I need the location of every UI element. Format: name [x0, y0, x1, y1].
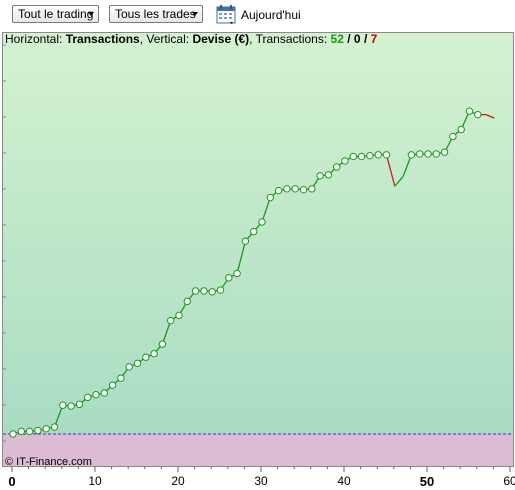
trade-point — [407, 151, 416, 159]
trade-point — [9, 430, 17, 438]
trade-markers — [9, 107, 482, 438]
copyright-text: © IT-Finance.com — [5, 456, 92, 468]
trade-point — [17, 427, 25, 436]
chevron-down-icon — [192, 12, 198, 16]
trade-point — [266, 193, 274, 202]
trade-point — [75, 400, 84, 409]
equity-segment — [402, 154, 413, 177]
trade-point — [291, 185, 299, 193]
x-axis — [11, 466, 511, 472]
trade-point — [216, 286, 225, 294]
trade-point — [34, 426, 42, 435]
trade-point — [200, 287, 208, 295]
trade-point — [59, 401, 67, 409]
trade-point — [374, 151, 382, 159]
trade-point — [465, 107, 474, 115]
trade-point — [474, 110, 482, 119]
left-axis-ticks — [3, 44, 6, 442]
profit-zone — [3, 33, 513, 434]
trade-point — [324, 171, 333, 179]
trade-point — [308, 185, 316, 193]
trade-point — [167, 316, 175, 325]
transactions-zero: 0 — [353, 32, 361, 46]
equity-segment — [161, 320, 172, 345]
chevron-down-icon — [88, 12, 94, 16]
trade-point — [432, 150, 440, 158]
trade-point — [25, 427, 34, 436]
trade-point — [133, 359, 142, 368]
trade-point — [250, 227, 258, 236]
trade-point — [50, 423, 59, 431]
chart-info-bar: Horizontal: Transactions, Vertical: Devi… — [5, 32, 378, 46]
vertical-value: Devise (€) — [192, 32, 250, 46]
trade-point — [357, 152, 366, 161]
trade-point — [67, 402, 75, 410]
chart-area — [2, 32, 514, 467]
transactions-losses: 7 — [370, 32, 378, 46]
trade-point — [424, 150, 432, 158]
trade-point — [208, 288, 216, 296]
toolbar: Tout le trading Tous les trades Aujourd'… — [0, 0, 515, 32]
trade-point — [299, 185, 308, 194]
trade-point — [233, 269, 241, 278]
equity-chart — [3, 33, 513, 466]
trade-point — [100, 389, 109, 397]
equity-segment — [385, 154, 396, 187]
trade-point — [382, 151, 391, 159]
x-tick-label: 0 — [8, 474, 16, 489]
transactions-label: Transactions: — [255, 32, 328, 46]
horizontal-label: Horizontal: — [5, 32, 63, 46]
trade-point — [258, 218, 266, 226]
trade-point — [366, 151, 374, 160]
trade-point — [175, 311, 183, 320]
trade-point — [449, 132, 457, 141]
date-range-label[interactable]: Aujourd'hui — [241, 8, 301, 22]
x-tick-label: 50 — [419, 474, 435, 489]
separator: / — [347, 32, 351, 46]
trade-point — [341, 157, 349, 165]
x-tick-label: 20 — [171, 474, 185, 488]
trade-point — [191, 287, 200, 295]
trades-filter-dropdown[interactable]: Tous les trades — [109, 5, 203, 23]
equity-segment — [53, 404, 64, 428]
equity-segment — [236, 241, 247, 274]
trade-point — [349, 152, 357, 161]
trade-point — [142, 353, 150, 361]
loss-zone — [3, 434, 513, 466]
x-tick-label: 10 — [88, 474, 102, 488]
x-tick-label: 30 — [254, 474, 268, 488]
equity-segment — [485, 114, 495, 119]
equity-segment — [394, 176, 404, 187]
x-axis-ticks — [11, 466, 511, 472]
trade-point — [225, 274, 233, 282]
trade-point — [316, 172, 324, 180]
trade-point — [125, 363, 133, 371]
trade-point — [440, 148, 449, 156]
vertical-label: Vertical: — [146, 32, 190, 46]
separator: / — [363, 32, 368, 46]
trade-point — [183, 297, 192, 306]
trade-point — [84, 393, 92, 402]
trade-point — [457, 125, 465, 134]
horizontal-value: Transactions — [65, 32, 140, 46]
trade-point — [274, 186, 283, 195]
trades-filter-label: Tous les trades — [115, 7, 196, 21]
trade-point — [117, 374, 125, 382]
trade-point — [108, 381, 117, 389]
x-tick-label: 40 — [337, 474, 351, 488]
equity-segment — [261, 197, 271, 223]
transactions-total: 52 — [330, 32, 344, 46]
trade-point — [150, 350, 158, 358]
trading-filter-label: Tout le trading — [18, 7, 94, 21]
calendar-icon[interactable] — [216, 4, 237, 25]
trade-point — [42, 425, 50, 433]
trading-filter-dropdown[interactable]: Tout le trading — [12, 5, 99, 23]
trade-point — [283, 185, 291, 193]
trade-point — [158, 340, 167, 348]
trade-point — [333, 163, 341, 171]
trade-point — [416, 150, 424, 158]
trade-point — [241, 237, 250, 245]
x-tick-label: 60 — [503, 474, 515, 488]
trade-point — [92, 391, 100, 399]
